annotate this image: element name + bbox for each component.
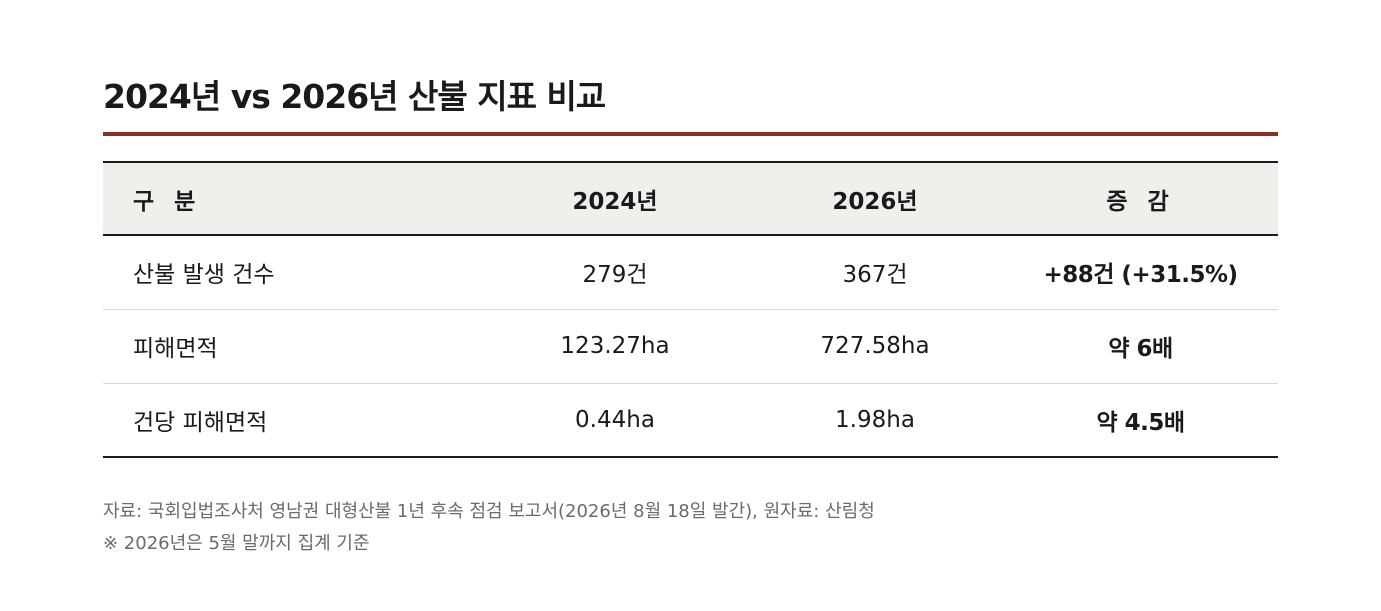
cell-2026: 367건 — [747, 235, 1003, 310]
cell-change: 약 6배 — [1003, 309, 1278, 384]
footnote-text: ※ 2026년은 5월 말까지 집계 기준 — [103, 533, 370, 554]
header-category: 구 분 — [103, 161, 483, 236]
table-row: 건당 피해면적 0.44ha 1.98ha 약 4.5배 — [103, 383, 1278, 458]
table-row: 산불 발생 건수 279건 367건 +88건 (+31.5%) — [103, 235, 1278, 310]
header-2026: 2026년 — [747, 161, 1003, 236]
cell-2026: 1.98ha — [747, 383, 1003, 458]
row-label: 건당 피해면적 — [103, 383, 483, 458]
cell-2024: 279건 — [483, 235, 747, 310]
cell-2024: 123.27ha — [483, 309, 747, 384]
page-title: 2024년 vs 2026년 산불 지표 비교 — [103, 77, 606, 116]
row-label: 산불 발생 건수 — [103, 235, 483, 310]
row-label: 피해면적 — [103, 309, 483, 384]
cell-change: +88건 (+31.5%) — [1003, 235, 1278, 310]
header-2024: 2024년 — [483, 161, 747, 236]
table-header-row: 구 분 2024년 2026년 증 감 — [103, 161, 1278, 236]
source-text: 자료: 국회입법조사처 영남권 대형산불 1년 후속 점검 보고서(2026년 … — [103, 501, 875, 522]
header-change: 증 감 — [1003, 161, 1278, 236]
table-row: 피해면적 123.27ha 727.58ha 약 6배 — [103, 309, 1278, 384]
comparison-table: 구 분 2024년 2026년 증 감 산불 발생 건수 279건 367건 +… — [103, 161, 1278, 458]
title-divider — [103, 132, 1278, 136]
cell-2024: 0.44ha — [483, 383, 747, 458]
cell-2026: 727.58ha — [747, 309, 1003, 384]
cell-change: 약 4.5배 — [1003, 383, 1278, 458]
source-notes: 자료: 국회입법조사처 영남권 대형산불 1년 후속 점검 보고서(2026년 … — [103, 496, 875, 560]
